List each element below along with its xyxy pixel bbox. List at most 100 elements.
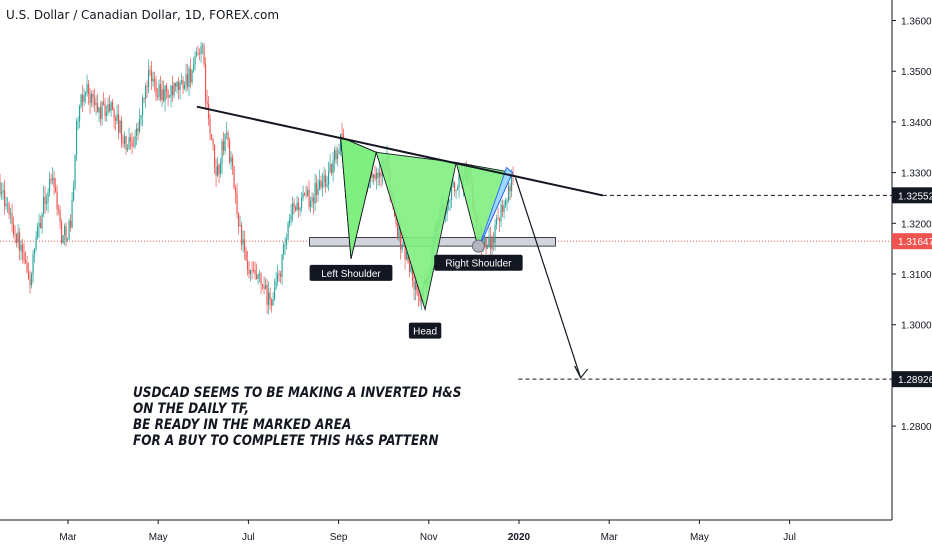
candle-body <box>338 150 340 155</box>
candle-body <box>158 84 160 97</box>
candle-body <box>35 237 37 249</box>
candle-body <box>455 190 457 192</box>
candle-body <box>260 274 262 285</box>
candle-body <box>446 203 448 215</box>
candle-body <box>173 82 175 96</box>
candle-body <box>150 70 153 82</box>
candle-body <box>167 91 169 98</box>
candle-body <box>96 103 99 113</box>
candle-body <box>378 172 381 178</box>
x-tick-label: Mar <box>601 532 619 543</box>
candle-body <box>401 244 403 250</box>
y-tick-label: 1.30000 <box>901 321 932 332</box>
candle-body <box>39 222 42 229</box>
candle-body <box>36 227 39 238</box>
candle-body <box>185 74 187 86</box>
candle-body <box>176 81 178 87</box>
candle-body <box>453 182 456 191</box>
candle-body <box>63 226 66 236</box>
candle-body <box>332 160 334 174</box>
candle-body <box>8 203 10 214</box>
candle-body <box>507 186 510 201</box>
candle-body <box>326 184 328 187</box>
pattern-label: Right Shoulder <box>445 259 512 270</box>
candle-body <box>312 197 315 204</box>
candle-body <box>212 139 214 145</box>
candle-body <box>204 64 207 101</box>
candle-body <box>510 174 513 192</box>
candle-body <box>498 219 501 222</box>
candle-body <box>155 82 157 96</box>
candle-body <box>26 262 28 273</box>
candle-body <box>71 200 73 228</box>
price-label: 1.32552 <box>898 191 932 202</box>
pattern-label-box <box>309 264 393 281</box>
candle-body <box>182 80 184 89</box>
candle-body <box>107 104 109 113</box>
candle-body <box>69 220 72 228</box>
candle-body <box>123 136 126 144</box>
candle-body <box>374 174 376 179</box>
candle-body <box>29 278 31 286</box>
candle-body <box>311 197 313 201</box>
candle-body <box>102 102 105 105</box>
candle-body <box>60 222 63 243</box>
candle-body <box>51 177 54 181</box>
y-tick-label: 1.34000 <box>901 118 932 129</box>
y-tick-label: 1.35000 <box>901 67 932 78</box>
candle-body <box>230 157 232 163</box>
candle-body <box>264 285 267 289</box>
candle-body <box>162 89 165 101</box>
pattern-label-box <box>408 322 442 339</box>
candle-body <box>447 200 450 204</box>
candle-body <box>125 136 127 150</box>
candle-body <box>5 204 7 207</box>
candle-body <box>23 253 25 261</box>
y-tick-label: 1.28000 <box>901 422 932 433</box>
candle-body <box>201 45 204 47</box>
candle-body <box>450 186 453 200</box>
candle-body <box>299 207 301 210</box>
candle-body <box>339 133 342 151</box>
candle-body <box>371 172 373 178</box>
candle-body <box>9 213 12 215</box>
candle-body <box>305 194 307 196</box>
candle-body <box>414 282 417 290</box>
candle-body <box>77 120 79 122</box>
candle-body <box>161 89 163 100</box>
candle-body <box>206 100 208 104</box>
candle-body <box>258 274 261 275</box>
candle-body <box>116 114 118 121</box>
candle-body <box>20 244 22 251</box>
candle-body <box>276 273 279 282</box>
x-tick-label: Mar <box>59 532 77 543</box>
candle-body <box>380 172 382 177</box>
candle-body <box>104 104 106 117</box>
candle-body <box>402 243 405 245</box>
pattern-label: Left Shoulder <box>321 269 381 280</box>
candle-body <box>141 97 144 116</box>
neckline-trendline <box>196 105 604 197</box>
candle-body <box>503 205 505 212</box>
candle-body <box>405 251 408 260</box>
candle-body <box>138 119 141 132</box>
candle-body <box>81 94 84 102</box>
candle-body <box>215 167 217 176</box>
candle-body <box>18 232 21 251</box>
candle-body <box>135 128 138 136</box>
projection-triangle <box>478 166 514 249</box>
candle-body <box>506 200 508 202</box>
candle-body <box>491 237 493 250</box>
candle-body <box>293 203 295 207</box>
candle-body <box>275 281 277 289</box>
candle-body <box>330 164 333 174</box>
candle-body <box>126 148 129 150</box>
candle-body <box>404 243 406 260</box>
candle-body <box>245 250 247 261</box>
candle-body <box>53 177 55 188</box>
candle-body <box>419 295 421 302</box>
x-tick-label: Jul <box>242 532 255 543</box>
candle-body <box>324 175 327 187</box>
candle-body <box>242 239 244 245</box>
